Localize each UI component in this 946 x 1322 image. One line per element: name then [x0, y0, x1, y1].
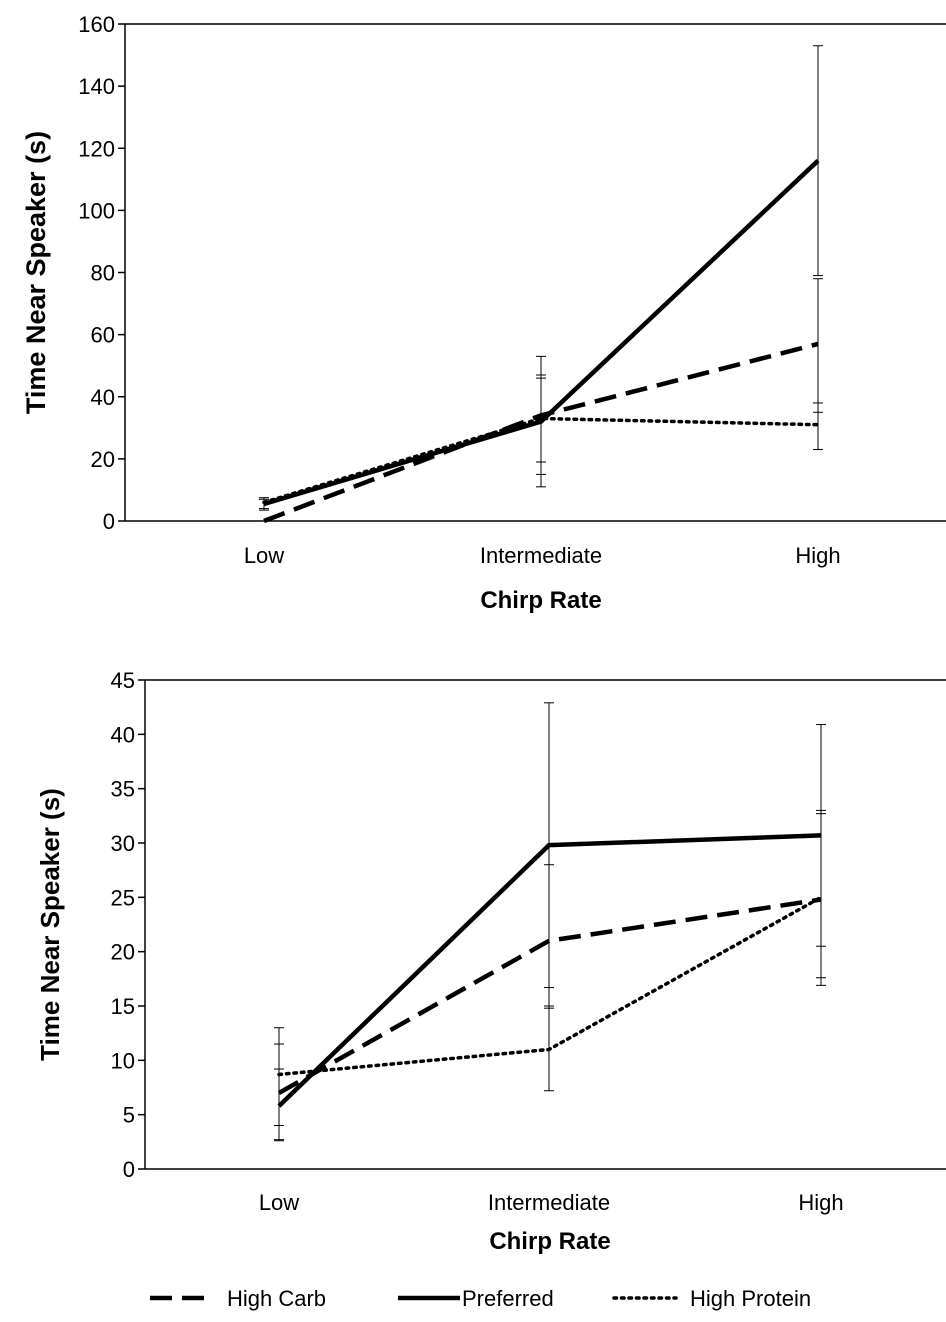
y-tick-label: 40: [91, 385, 115, 410]
y-tick-label: 20: [91, 447, 115, 472]
x-tick-label: Intermediate: [488, 1190, 610, 1215]
legend-label: High Carb: [227, 1286, 326, 1311]
x-tick-label: High: [798, 1190, 843, 1215]
x-tick-label: High: [795, 543, 840, 568]
y-axis-title: Time Near Speaker (s): [21, 131, 51, 414]
x-tick-label: Low: [244, 543, 284, 568]
series-line-high-protein: [262, 416, 820, 505]
y-tick-label: 5: [123, 1103, 135, 1128]
y-tick-label: 100: [78, 198, 115, 223]
y-tick-label: 25: [111, 885, 135, 910]
y-tick-label: 20: [111, 940, 135, 965]
y-axis-title: Time Near Speaker (s): [35, 788, 65, 1061]
y-tick-label: 30: [111, 831, 135, 856]
y-tick-label: 160: [78, 12, 115, 37]
y-tick-label: 10: [111, 1048, 135, 1073]
x-axis-title: Chirp Rate: [480, 587, 601, 614]
legend: High Carb Preferred High Protein: [150, 1286, 811, 1311]
y-tick-label: 60: [91, 323, 115, 348]
series-line-preferred: [263, 159, 820, 507]
legend-label: Preferred: [462, 1286, 554, 1311]
y-tick-label: 35: [111, 777, 135, 802]
bottom-chart: 0 5 10 15 20 25 30 35 40 45 Low Intermediate High Chi…: [35, 668, 946, 1255]
y-tick-label: 0: [103, 509, 115, 534]
series-line-high-carb: [277, 897, 822, 1095]
series-line-high-protein: [277, 895, 823, 1077]
series-line-high-carb: [263, 341, 819, 524]
series-line-preferred: [277, 833, 822, 1108]
legend-label: High Protein: [690, 1286, 811, 1311]
y-tick-label: 0: [123, 1157, 135, 1182]
x-axis-title: Chirp Rate: [489, 1228, 610, 1255]
top-chart: 0 20 40 60 80 100 120 140 160 Low Intermediate High…: [21, 12, 946, 614]
y-tick-label: 45: [111, 668, 135, 693]
x-tick-label: Low: [259, 1190, 299, 1215]
y-tick-label: 80: [91, 261, 115, 286]
y-tick-label: 40: [111, 722, 135, 747]
y-tick-label: 140: [78, 74, 115, 99]
y-tick-label: 15: [111, 994, 135, 1019]
y-tick-label: 120: [78, 136, 115, 161]
x-tick-label: Intermediate: [480, 543, 602, 568]
